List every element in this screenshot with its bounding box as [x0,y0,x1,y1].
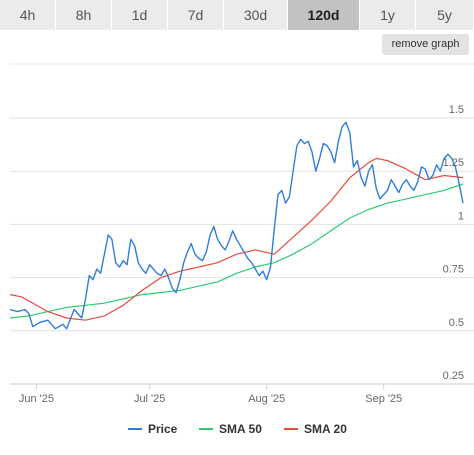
price-series-line [9,121,464,330]
x-tick-label: Jun '25 [19,393,54,405]
tab-7d[interactable]: 7d [168,0,224,30]
legend-label: SMA 20 [304,422,347,436]
x-tick-label: Aug '25 [248,393,285,405]
y-tick-label: 1 [458,210,464,222]
tab-120d[interactable]: 120d [288,0,360,30]
y-tick-label: 0.5 [449,317,464,329]
legend-label: SMA 50 [219,422,262,436]
remove-graph-button[interactable]: remove graph [382,34,469,55]
legend-item-sma50: SMA 50 [199,422,262,436]
y-tick-label: 1.5 [449,104,464,116]
x-tick-label: Jul '25 [134,393,165,405]
range-tabs: 4h 8h 1d 7d 30d 120d 1y 5y [0,0,474,30]
tab-5y[interactable]: 5y [416,0,474,30]
tab-8h[interactable]: 8h [56,0,112,30]
tab-4h[interactable]: 4h [0,0,56,30]
y-tick-label: 0.75 [443,264,464,276]
tab-30d[interactable]: 30d [224,0,288,30]
y-tick-label: 0.25 [443,370,464,382]
legend-item-sma20: SMA 20 [284,422,347,436]
x-tick-label: Sep '25 [365,393,402,405]
legend-label: Price [148,422,178,436]
legend-item-price: Price [128,422,178,436]
sma20-series-line [9,157,464,321]
sma50-series-line [9,183,464,319]
tab-1y[interactable]: 1y [360,0,416,30]
tab-1d[interactable]: 1d [112,0,168,30]
